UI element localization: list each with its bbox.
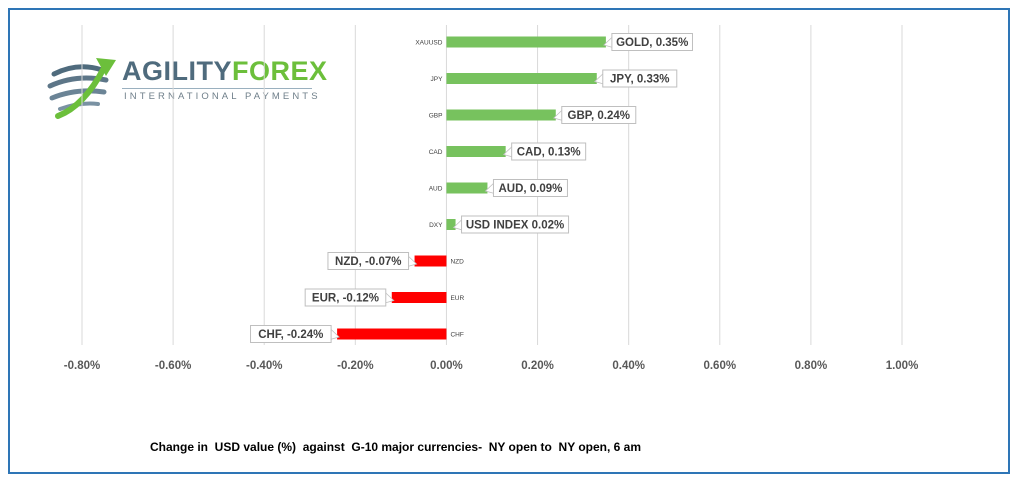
category-label: GBP <box>429 113 443 120</box>
data-label: EUR, -0.12% <box>312 293 379 305</box>
logo-subtitle: INTERNATIONAL PAYMENTS <box>124 91 321 102</box>
category-label: DXY <box>429 222 443 229</box>
logo-divider <box>122 88 312 89</box>
data-label: USD INDEX 0.02% <box>466 220 564 232</box>
x-tick-label: 0.20% <box>521 360 554 372</box>
x-tick-label: 0.80% <box>795 360 828 372</box>
x-tick-label: 0.40% <box>612 360 645 372</box>
data-label-box <box>461 215 570 234</box>
bar-dxy <box>446 219 456 230</box>
data-label-box <box>304 288 387 307</box>
x-tick-label: -0.80% <box>64 360 100 372</box>
agility-forex-logo: AGILITYFOREX INTERNATIONAL PAYMENTS <box>44 44 327 124</box>
data-label-box <box>611 33 693 51</box>
chart-caption: Change in USD value (%) against G-10 maj… <box>150 440 642 454</box>
data-label-box <box>327 252 410 270</box>
data-label-box <box>602 69 678 88</box>
bar-gbp <box>446 109 556 121</box>
bar-xauusd <box>446 36 606 48</box>
chart-frame <box>8 8 1010 474</box>
data-label: JPY, 0.33% <box>610 74 669 86</box>
bar-nzd <box>414 255 447 267</box>
bar-cad <box>446 146 506 157</box>
x-tick-label: 0.60% <box>703 360 736 372</box>
data-label-box <box>492 179 568 197</box>
x-tick-label: -0.40% <box>246 360 282 372</box>
bar-aud <box>446 182 488 194</box>
x-tick-label: 0.00% <box>430 360 463 372</box>
data-label-box <box>250 325 332 343</box>
category-label: CHF <box>450 332 463 339</box>
data-label: CAD, 0.13% <box>517 147 581 159</box>
logo-agility-text: AGILITY <box>122 56 232 86</box>
bar-eur <box>391 292 447 303</box>
category-label: AUD <box>429 186 443 193</box>
x-tick-label: -0.60% <box>155 360 191 372</box>
x-tick-label: -0.20% <box>337 360 373 372</box>
data-label-box <box>561 106 637 124</box>
data-label: NZD, -0.07% <box>335 256 401 268</box>
logo-forex-text: FOREX <box>232 56 328 86</box>
category-label: CAD <box>429 149 443 156</box>
data-label: GOLD, 0.35% <box>616 37 688 49</box>
category-label: XAUUSD <box>415 40 442 47</box>
bar-jpy <box>446 73 597 84</box>
bar-chf <box>337 328 447 340</box>
category-label: NZD <box>450 259 464 266</box>
data-label-box <box>511 142 587 161</box>
x-tick-label: 1.00% <box>886 360 919 372</box>
category-label: EUR <box>450 295 464 302</box>
data-label: CHF, -0.24% <box>258 329 323 341</box>
data-label: GBP, 0.24% <box>568 110 630 122</box>
data-label: AUD, 0.09% <box>498 183 562 195</box>
category-label: JPY <box>431 76 444 83</box>
